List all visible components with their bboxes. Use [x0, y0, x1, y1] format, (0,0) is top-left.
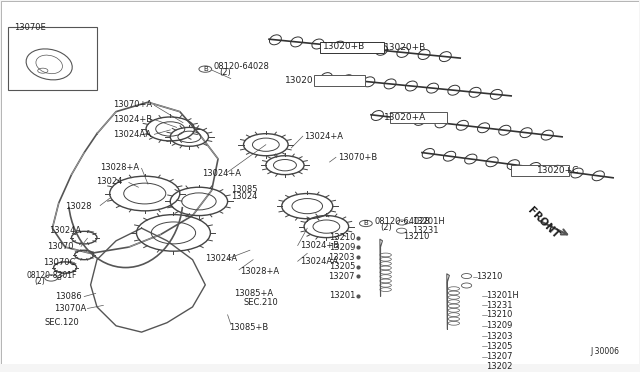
- Text: 13231: 13231: [412, 226, 439, 235]
- Text: 13202: 13202: [486, 362, 512, 371]
- Text: (2): (2): [380, 223, 392, 232]
- Text: (2): (2): [220, 68, 231, 77]
- Text: 13070: 13070: [47, 242, 74, 251]
- Text: FRONT: FRONT: [525, 206, 561, 241]
- Text: 13024+B: 13024+B: [113, 115, 152, 124]
- Text: 13020+A: 13020+A: [384, 113, 426, 122]
- Text: SEC.210: SEC.210: [244, 298, 278, 307]
- Text: 13070A: 13070A: [54, 304, 86, 313]
- Text: 13210: 13210: [403, 232, 429, 241]
- Circle shape: [396, 228, 406, 233]
- Bar: [511, 165, 568, 176]
- Text: 13210: 13210: [476, 273, 502, 282]
- Text: 13020: 13020: [285, 76, 314, 85]
- Text: 13205: 13205: [329, 262, 355, 271]
- Text: 13024: 13024: [96, 177, 122, 186]
- Text: B: B: [203, 66, 207, 72]
- Text: 13028+A: 13028+A: [100, 163, 140, 172]
- Text: 13020+B: 13020+B: [323, 42, 365, 51]
- Bar: [8, 26, 97, 90]
- Text: 13028+A: 13028+A: [241, 267, 280, 276]
- Text: 13201H: 13201H: [412, 217, 445, 227]
- Text: 13070C: 13070C: [44, 258, 76, 267]
- Text: 13028: 13028: [65, 202, 92, 211]
- Text: 13070E: 13070E: [14, 23, 46, 32]
- Text: B: B: [56, 275, 61, 281]
- Circle shape: [461, 283, 472, 288]
- Bar: [314, 76, 365, 86]
- Bar: [390, 112, 447, 123]
- Text: 13210: 13210: [329, 233, 355, 242]
- Text: B: B: [364, 221, 368, 227]
- Text: 13024+A: 13024+A: [202, 169, 241, 177]
- Text: 13205: 13205: [486, 342, 512, 351]
- Text: 13085+A: 13085+A: [234, 289, 273, 298]
- Text: 13020+B: 13020+B: [384, 42, 426, 52]
- Text: 13070+A: 13070+A: [113, 100, 152, 109]
- Text: 13209: 13209: [486, 321, 512, 330]
- Text: SEC.120: SEC.120: [45, 318, 79, 327]
- Text: 13024: 13024: [231, 192, 257, 201]
- Text: (2): (2): [35, 277, 45, 286]
- Text: 13207: 13207: [328, 272, 355, 280]
- Bar: [320, 42, 384, 52]
- Text: 13201H: 13201H: [486, 291, 518, 301]
- Text: J 30006: J 30006: [591, 347, 620, 356]
- Text: 13024+B: 13024+B: [300, 241, 339, 250]
- Text: 13201: 13201: [329, 291, 355, 301]
- Text: 13024A: 13024A: [49, 226, 81, 235]
- Text: 13203: 13203: [486, 332, 512, 341]
- Text: 13203: 13203: [328, 253, 355, 262]
- Text: 13209: 13209: [329, 243, 355, 251]
- Text: 13024AA: 13024AA: [113, 130, 151, 139]
- Text: 08120-64028: 08120-64028: [214, 62, 269, 71]
- Text: 13024+A: 13024+A: [304, 132, 343, 141]
- Text: 13020+C: 13020+C: [537, 166, 579, 175]
- Text: 13207: 13207: [486, 352, 512, 361]
- Text: 08120-64028: 08120-64028: [374, 217, 430, 227]
- Circle shape: [396, 220, 406, 225]
- Text: 13210: 13210: [486, 310, 512, 319]
- Text: 13231: 13231: [486, 301, 512, 310]
- Text: 13085+B: 13085+B: [230, 323, 269, 332]
- Circle shape: [461, 273, 472, 279]
- Text: 13070+B: 13070+B: [338, 153, 377, 162]
- Text: 13024A: 13024A: [205, 254, 237, 263]
- Text: 13024AA: 13024AA: [300, 257, 338, 266]
- Text: 08120-8301F: 08120-8301F: [27, 271, 77, 280]
- Text: 13086: 13086: [56, 292, 82, 301]
- Text: 13085: 13085: [231, 185, 257, 194]
